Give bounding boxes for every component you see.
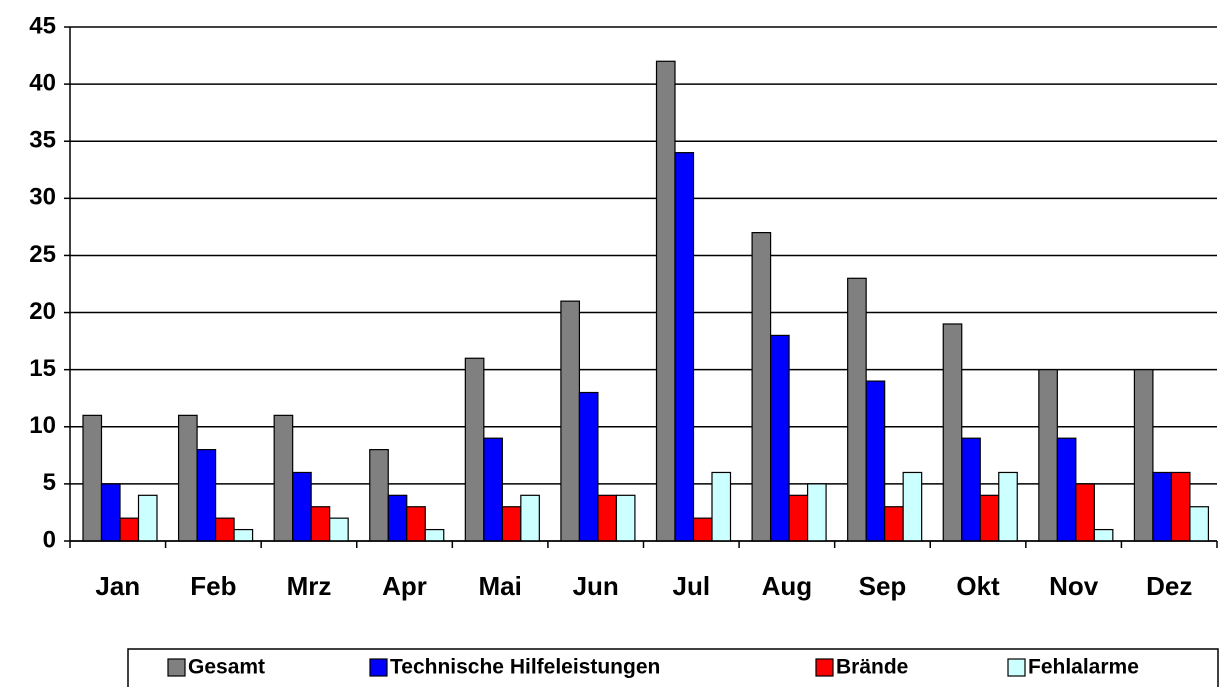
bar [292, 471, 312, 542]
bar [751, 232, 772, 542]
bar [387, 494, 408, 542]
legend-swatch [1007, 658, 1026, 677]
bar [1075, 483, 1095, 542]
x-tick-label: Mrz [287, 571, 332, 601]
bar [1152, 471, 1173, 542]
y-tick-label: 5 [43, 469, 56, 496]
y-tick-label: 45 [29, 12, 56, 39]
bar [177, 414, 198, 542]
bar [578, 391, 599, 542]
x-tick-label: Jun [573, 571, 619, 601]
x-tick-label: Sep [859, 571, 907, 601]
y-tick-label: 40 [29, 69, 56, 96]
bar [884, 506, 904, 542]
bar [615, 494, 636, 542]
bar [942, 323, 963, 542]
bar [483, 437, 503, 542]
bar [560, 300, 581, 542]
x-tick-label: Nov [1049, 571, 1099, 601]
legend-label: Technische Hilfeleistungen [390, 656, 660, 679]
x-tick-label: Dez [1146, 571, 1192, 601]
bar [214, 517, 235, 542]
y-tick-label: 35 [29, 127, 56, 154]
y-tick-label: 20 [29, 298, 56, 325]
bar [711, 471, 732, 542]
bar [137, 494, 158, 542]
y-tick-label: 15 [29, 355, 56, 382]
legend-box [127, 648, 1219, 690]
bar [464, 357, 485, 542]
bar [196, 449, 217, 542]
bar [1189, 506, 1210, 542]
bar [1093, 528, 1114, 542]
bar [979, 494, 1000, 542]
legend-label: Gesamt [188, 656, 265, 679]
x-tick-label: Feb [190, 571, 236, 601]
bar [1170, 471, 1191, 542]
bar [865, 380, 886, 542]
bar [310, 506, 331, 542]
bar [501, 506, 522, 542]
legend-label: Brände [836, 656, 908, 679]
bar [806, 483, 827, 542]
legend-swatch [815, 658, 834, 677]
bar [788, 494, 809, 542]
x-tick-label: Jan [95, 571, 140, 601]
bar [655, 60, 676, 542]
x-tick-label: Aug [762, 571, 813, 601]
bar [597, 494, 618, 542]
bar [769, 334, 790, 542]
bar [1038, 369, 1058, 542]
bar [674, 152, 695, 542]
x-tick-label: Jul [673, 571, 711, 601]
bar [273, 414, 294, 542]
bar [329, 517, 349, 542]
bar [692, 517, 713, 542]
y-tick-label: 25 [29, 241, 56, 268]
bar [233, 528, 254, 542]
y-tick-label: 30 [29, 184, 56, 211]
bar [1133, 369, 1154, 542]
legend-label: Fehlalarme [1028, 656, 1139, 679]
bar [424, 528, 445, 542]
bar [406, 506, 426, 542]
bar [902, 471, 923, 542]
bar [82, 414, 103, 542]
bar [100, 483, 121, 542]
bar [520, 494, 540, 542]
y-tick-label: 0 [43, 526, 56, 553]
bar [119, 517, 140, 542]
x-tick-label: Mai [478, 571, 521, 601]
bar [369, 449, 389, 542]
y-tick-label: 10 [29, 412, 56, 439]
x-tick-label: Apr [382, 571, 427, 601]
bar [961, 437, 981, 542]
legend-swatch [167, 658, 186, 677]
legend-swatch [369, 658, 388, 677]
bar [847, 277, 867, 542]
bar [1056, 437, 1077, 542]
x-tick-label: Okt [956, 571, 1000, 601]
bar [998, 471, 1018, 542]
